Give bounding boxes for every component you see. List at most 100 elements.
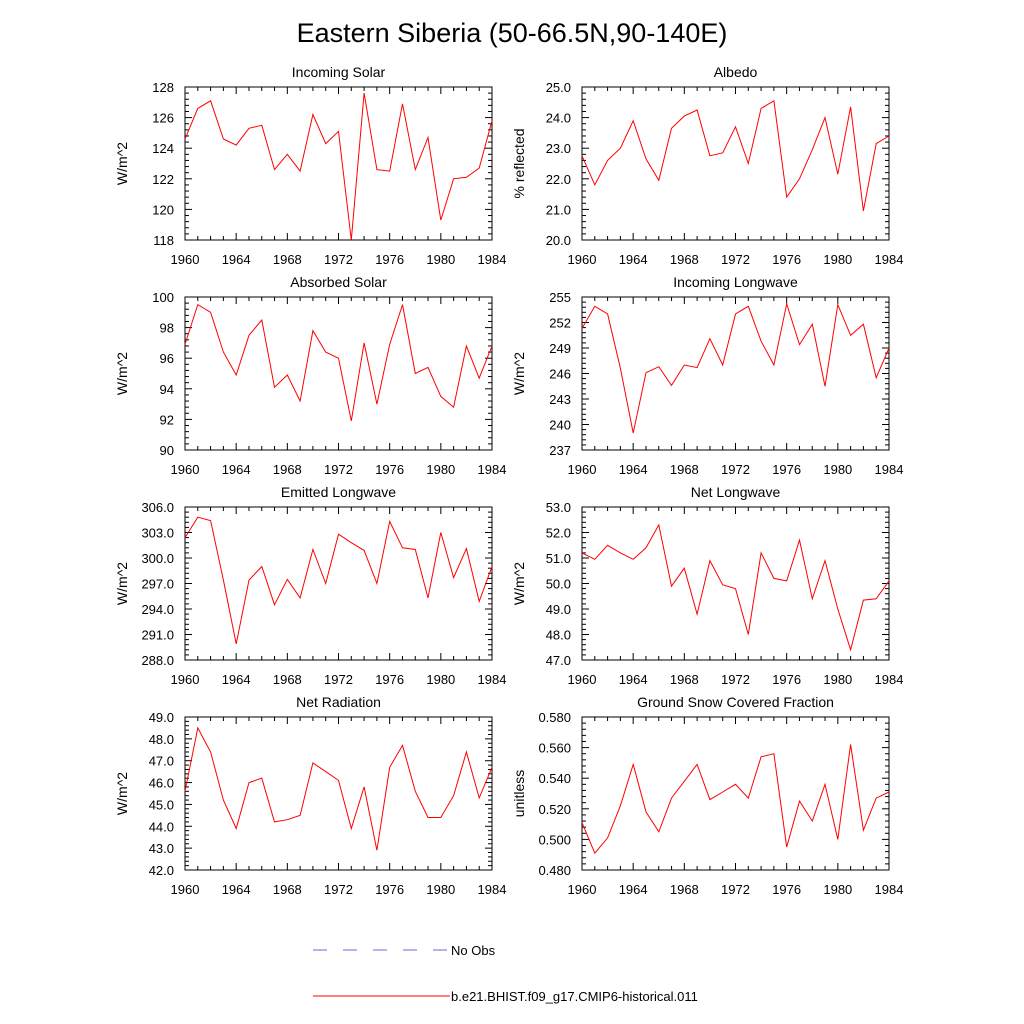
panel-title: Absorbed Solar [290, 274, 387, 290]
y-axis-label: W/m^2 [511, 562, 527, 605]
series-line [184, 93, 493, 241]
x-tick-label: 1976 [375, 252, 404, 267]
series-line [581, 99, 890, 211]
y-tick-label: 124 [152, 141, 174, 156]
x-tick-label: 1964 [619, 672, 648, 687]
x-tick-label: 1976 [375, 462, 404, 477]
x-tick-label: 1972 [324, 672, 353, 687]
y-tick-label: 20.0 [546, 233, 571, 248]
plot-frame [581, 86, 890, 241]
y-tick-label: 120 [152, 202, 174, 217]
y-tick-label: 306.0 [141, 500, 174, 515]
x-tick-label: 1960 [171, 462, 200, 477]
x-tick-label: 1972 [324, 252, 353, 267]
y-tick-label: 118 [153, 233, 174, 248]
y-tick-label: 246 [549, 367, 571, 382]
y-tick-label: 0.540 [538, 771, 571, 786]
x-tick-label: 1984 [875, 882, 904, 897]
x-tick-label: 1972 [324, 462, 353, 477]
y-tick-label: 94 [160, 382, 174, 397]
panel-title: Ground Snow Covered Fraction [637, 694, 834, 710]
y-tick-label: 51.0 [546, 551, 571, 566]
y-tick-label: 126 [152, 111, 174, 126]
chart-panel: 1960 1964 1968 1972 1976 1980 1984 90 92 94 96 98 10… [114, 274, 506, 477]
y-tick-label: 48.0 [546, 628, 571, 643]
x-tick-label: 1968 [273, 252, 302, 267]
y-tick-label: 122 [152, 172, 174, 187]
x-tick-label: 1968 [273, 462, 302, 477]
y-tick-label: 288.0 [141, 653, 174, 668]
x-tick-label: 1984 [875, 672, 904, 687]
y-tick-label: 46.0 [149, 776, 174, 791]
y-tick-label: 49.0 [149, 710, 174, 725]
x-tick-label: 1960 [171, 882, 200, 897]
x-tick-label: 1960 [171, 672, 200, 687]
series-line [184, 516, 493, 644]
x-tick-label: 1960 [171, 252, 200, 267]
y-tick-label: 48.0 [149, 732, 174, 747]
x-tick-label: 1968 [670, 882, 699, 897]
x-tick-label: 1984 [478, 252, 507, 267]
x-tick-label: 1960 [568, 252, 597, 267]
plot-frame [581, 716, 890, 871]
y-axis-label: W/m^2 [114, 772, 130, 815]
y-tick-label: 43.0 [149, 841, 174, 856]
y-tick-label: 96 [160, 351, 174, 366]
panel-title: Emitted Longwave [281, 484, 396, 500]
x-tick-label: 1972 [721, 252, 750, 267]
panel-title: Net Longwave [691, 484, 781, 500]
plot-frame [581, 296, 890, 451]
x-tick-label: 1968 [273, 882, 302, 897]
y-tick-label: 303.0 [141, 526, 174, 541]
y-tick-label: 0.560 [538, 741, 571, 756]
x-tick-label: 1980 [823, 462, 852, 477]
panel-title: Incoming Solar [292, 64, 386, 80]
y-tick-label: 45.0 [149, 797, 174, 812]
y-axis-label: W/m^2 [114, 142, 130, 185]
series-line [184, 726, 493, 851]
x-tick-label: 1976 [772, 252, 801, 267]
y-axis-label: W/m^2 [114, 562, 130, 605]
y-tick-label: 243 [549, 392, 571, 407]
x-tick-label: 1980 [426, 252, 455, 267]
y-tick-label: 237 [549, 443, 571, 458]
x-tick-label: 1972 [721, 672, 750, 687]
x-tick-label: 1964 [222, 672, 251, 687]
x-tick-label: 1976 [772, 882, 801, 897]
chart-panel: 1960 1964 1968 1972 1976 1980 1984 237 240 243 246… [511, 274, 903, 477]
plot-frame [184, 86, 493, 241]
y-tick-label: 92 [160, 412, 174, 427]
y-tick-label: 42.0 [149, 863, 174, 878]
y-tick-label: 249 [549, 341, 571, 356]
x-tick-label: 1972 [721, 882, 750, 897]
x-tick-label: 1980 [823, 882, 852, 897]
y-tick-label: 128 [152, 80, 174, 95]
y-tick-label: 47.0 [149, 754, 174, 769]
panel-title: Albedo [714, 64, 758, 80]
plot-frame [184, 296, 493, 451]
chart-panel: 1960 1964 1968 1972 1976 1980 1984 42.0 43.0 44.0… [114, 694, 506, 897]
y-tick-label: 90 [160, 443, 174, 458]
x-tick-label: 1980 [426, 462, 455, 477]
x-tick-label: 1976 [375, 672, 404, 687]
y-tick-label: 0.580 [538, 710, 571, 725]
figure-title: Eastern Siberia (50-66.5N,90-140E) [297, 18, 728, 48]
chart-panels: 1960 1964 1968 1972 1976 1980 1984 118 120 122 124… [114, 64, 903, 897]
panel-title: Incoming Longwave [673, 274, 798, 290]
y-tick-label: 24.0 [546, 111, 571, 126]
x-tick-label: 1980 [426, 882, 455, 897]
x-tick-label: 1980 [426, 672, 455, 687]
x-tick-label: 1980 [823, 252, 852, 267]
x-tick-label: 1972 [721, 462, 750, 477]
x-tick-label: 1968 [273, 672, 302, 687]
chart-panel: 1960 1964 1968 1972 1976 1980 1984 47.0 48.0 49.0… [511, 484, 903, 687]
y-tick-label: 98 [160, 321, 174, 336]
x-tick-label: 1960 [568, 672, 597, 687]
x-tick-label: 1980 [823, 672, 852, 687]
y-tick-label: 294.0 [141, 602, 174, 617]
y-axis-label: W/m^2 [511, 352, 527, 395]
y-axis-label: unitless [511, 770, 527, 817]
plot-frame [184, 506, 493, 661]
y-tick-label: 297.0 [141, 577, 174, 592]
x-tick-label: 1964 [222, 462, 251, 477]
